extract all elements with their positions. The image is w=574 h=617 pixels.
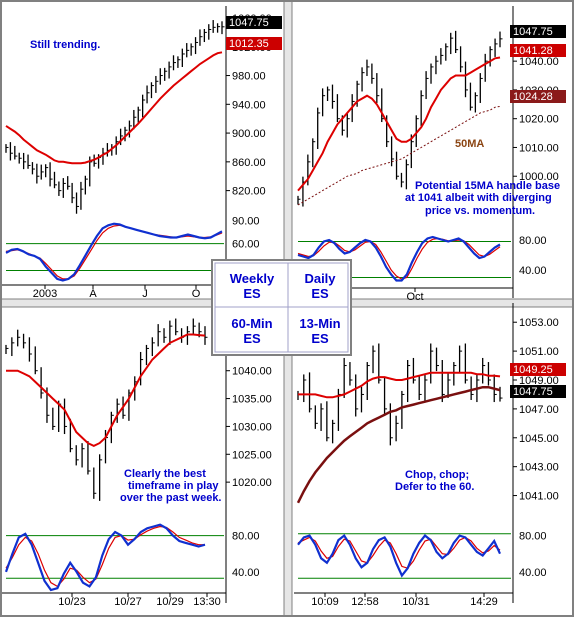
- price-tick-label: 1025.00: [232, 449, 272, 461]
- price-tick-label: 1030.00: [232, 421, 272, 433]
- osc-tick-label: 40.00: [519, 265, 547, 277]
- price-tag-bg: [510, 385, 566, 398]
- panel-daily: 1050.001040.001030.001020.001010.001000.…: [294, 6, 566, 303]
- price-tick-label: 1053.00: [519, 317, 559, 329]
- time-tick-label: 14:29: [470, 596, 498, 608]
- price-tick-label: 1020.00: [232, 477, 272, 489]
- fast-ma-line: [298, 371, 501, 399]
- slow-ma-line: [296, 385, 501, 504]
- osc-main-line: [297, 235, 501, 282]
- legend-13min-line1: 13-Min: [299, 316, 340, 331]
- price-tick-label: 1020.00: [519, 114, 559, 126]
- price-tag-label: 1047.75: [229, 17, 269, 29]
- legend-60min-line2: ES: [243, 331, 261, 346]
- price-tag-label: 1047.75: [513, 26, 553, 38]
- osc-tick-label: 80.00: [519, 531, 547, 543]
- price-tag-bg: [510, 363, 566, 376]
- annotation-60min-3: over the past week.: [120, 492, 222, 504]
- price-tick-label: 1040.00: [519, 56, 559, 68]
- osc-tick-label: 80.00: [519, 235, 547, 247]
- osc-main-line: [297, 533, 502, 578]
- moving-average-line: [6, 333, 206, 448]
- price-tag-label: 1012.35: [229, 38, 269, 50]
- price-tag-bg: [226, 37, 282, 50]
- price-tick-label: 1045.00: [519, 433, 559, 445]
- time-tick-label: 12:58: [351, 596, 379, 608]
- price-tag-bg: [510, 44, 566, 57]
- legend-weekly-line2: ES: [243, 286, 261, 301]
- price-tick-label: 1010.00: [519, 142, 559, 154]
- price-tick-label: 1035.00: [232, 394, 272, 406]
- price-tick-label: 1047.00: [519, 404, 559, 416]
- legend-60min-line1: 60-Min: [231, 316, 272, 331]
- legend-13min-line2: ES: [311, 331, 329, 346]
- time-tick-label: 2003: [33, 288, 57, 300]
- price-tag-bg: [510, 90, 566, 103]
- price-tag-label: 1041.28: [513, 45, 553, 57]
- price-tick-label: 1040.00: [232, 366, 272, 378]
- ma50-line: [297, 105, 501, 206]
- panel-13-min: 1053.00 1051.00 1049.00 1047.00 1045.00 1043.…: [294, 303, 566, 608]
- annotation-13min-2: Defer to the 60.: [395, 481, 474, 493]
- time-tick-label: 10/31: [402, 596, 430, 608]
- price-tag-bg: [510, 25, 566, 38]
- osc-tick-label: 40.00: [519, 567, 547, 579]
- annotation-daily-2: at 1041 albeit with diverging: [405, 192, 552, 204]
- time-tick-label: 10:09: [311, 596, 339, 608]
- moving-average-line: [5, 51, 223, 165]
- price-tick-label: 1041.00: [519, 491, 559, 503]
- price-tick-label: 1000.00: [519, 171, 559, 183]
- osc-tick-label: 80.00: [232, 531, 260, 543]
- price-tag-bg: [226, 16, 282, 29]
- ma15-line: [297, 56, 501, 192]
- annotation-60min-1: Clearly the best: [124, 468, 206, 480]
- price-tick-label: 860.00: [232, 157, 266, 169]
- price-tag-label: 1047.75: [513, 386, 553, 398]
- annotation-daily-1: Potential 15MA handle base: [415, 180, 560, 192]
- osc-tick-label: 60.00: [232, 239, 260, 251]
- legend-weekly-line1: Weekly: [230, 271, 275, 286]
- legend-daily-line2: ES: [311, 286, 329, 301]
- time-tick-label: 13:30: [193, 596, 221, 608]
- price-tick-label: 1051.00: [519, 346, 559, 358]
- time-tick-label: 10/23: [58, 596, 86, 608]
- osc-signal-line: [5, 525, 205, 588]
- annotation-daily-3: price vs. momentum.: [425, 205, 535, 217]
- time-tick-label: 10/29: [156, 596, 184, 608]
- osc-main-line: [5, 222, 223, 282]
- annotation-60min-2: timeframe in play: [128, 480, 219, 492]
- time-tick-label: A: [89, 288, 97, 300]
- price-tick-label: 820.00: [232, 186, 266, 198]
- osc-tick-label: 90.00: [232, 216, 260, 228]
- annotation-50ma: 50MA: [455, 138, 484, 150]
- annotation-13min-1: Chop, chop;: [405, 469, 469, 481]
- time-tick-label: Oct: [406, 291, 423, 303]
- annotation-weekly: Still trending.: [30, 39, 100, 51]
- price-tick-label: 1043.00: [519, 462, 559, 474]
- price-tick-label: 900.00: [232, 128, 266, 140]
- osc-tick-label: 40.00: [232, 567, 260, 579]
- legend-daily-line1: Daily: [304, 271, 336, 286]
- time-tick-label: O: [192, 288, 201, 300]
- price-tick-label: 980.00: [232, 71, 266, 83]
- osc-main-line: [4, 523, 206, 592]
- time-tick-label: J: [142, 288, 148, 300]
- price-tag-label: 1049.25: [513, 364, 553, 376]
- timeframe-legend-box: Weekly ES Daily ES 60-Min ES 13-Min ES: [211, 259, 352, 356]
- price-tag-label: 1024.28: [513, 91, 553, 103]
- price-tick-label: 1049.00: [519, 375, 559, 387]
- price-tick-label: 940.00: [232, 99, 266, 111]
- time-tick-label: 10/27: [114, 596, 142, 608]
